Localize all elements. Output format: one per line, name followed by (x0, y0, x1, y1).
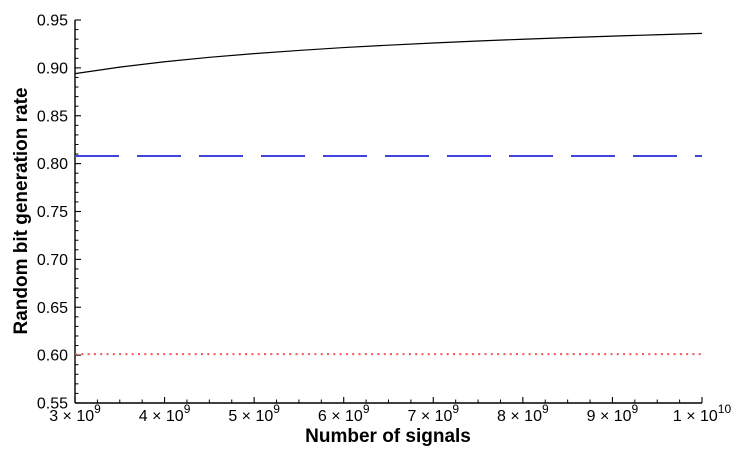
x-tick-label: 4 × 109 (139, 402, 191, 425)
x-tick-label: 3 × 109 (49, 402, 101, 425)
x-tick-label: 8 × 109 (497, 402, 549, 425)
y-tick-label: 0.55 (37, 396, 68, 413)
y-tick-label: 0.95 (37, 13, 68, 30)
y-tick-label: 0.75 (37, 204, 68, 221)
y-tick-label: 0.80 (37, 156, 68, 173)
x-axis-title: Number of signals (305, 426, 471, 447)
x-tick-label: 7 × 109 (407, 402, 459, 425)
y-tick-label: 0.85 (37, 108, 68, 125)
x-tick-label: 1 × 1010 (673, 402, 732, 425)
y-axis-title: Random bit generation rate (11, 87, 32, 335)
x-tick-label: 6 × 109 (318, 402, 370, 425)
x-tick-label: 9 × 109 (587, 402, 639, 425)
x-tick-label: 5 × 109 (228, 402, 280, 425)
series-rising-rate-curve (74, 32, 703, 75)
y-tick-label: 0.90 (37, 60, 68, 77)
y-tick-label: 0.70 (37, 252, 68, 269)
y-tick-label: 0.60 (37, 348, 68, 365)
y-tick-label: 0.65 (37, 300, 68, 317)
